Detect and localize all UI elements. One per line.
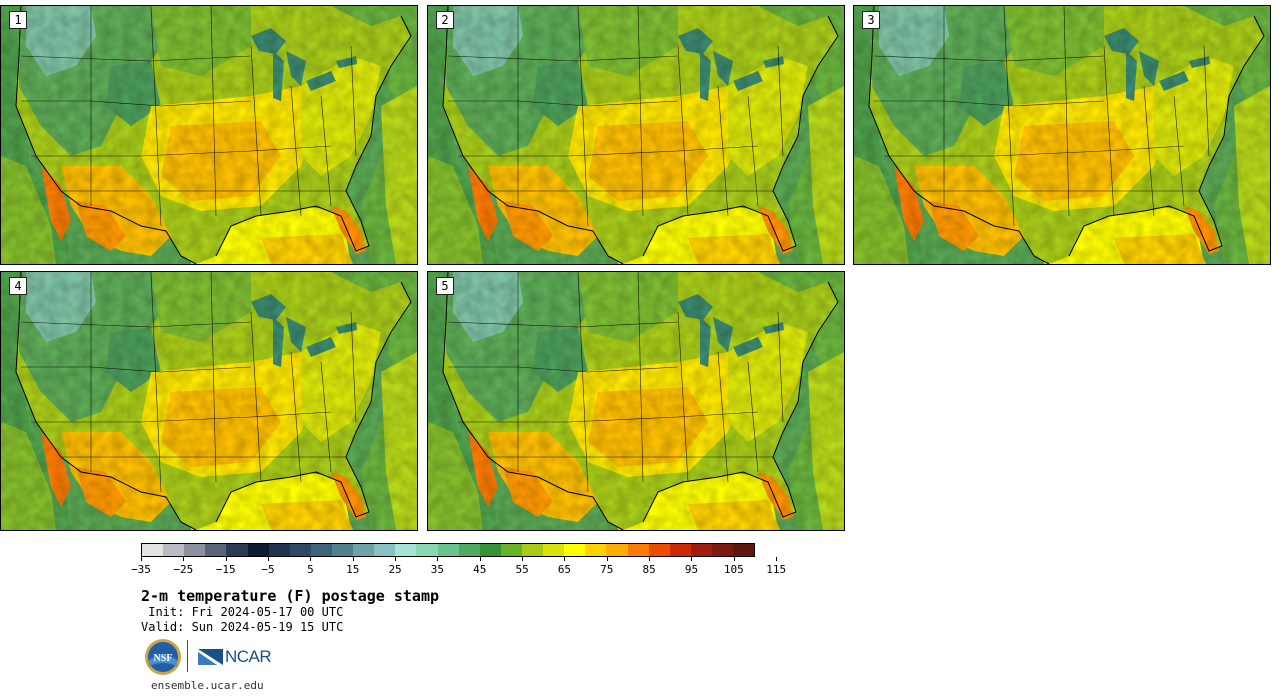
colorbar-tick-label: 95 [684,563,699,576]
colorbar-swatch [142,544,164,556]
temperature-map [854,6,1270,264]
colorbar-tick-label: 65 [557,563,572,576]
colorbar-tick-label: 5 [307,563,314,576]
temperature-colorbar [141,543,755,557]
colorbar-swatch [310,544,332,556]
colorbar-tick [183,557,185,561]
colorbar-swatch [648,544,670,556]
temperature-map [428,272,844,530]
colorbar-swatch [690,544,712,556]
colorbar-tick-label: 75 [600,563,614,576]
colorbar-swatch [416,544,438,556]
colorbar-swatch [627,544,649,556]
colorbar-swatch [226,544,248,556]
colorbar-tick [141,557,142,561]
ensemble-member-map-4: 4 [0,271,418,531]
colorbar-swatch [395,544,417,556]
colorbar-tick-label: 85 [642,563,656,576]
colorbar-tick [225,557,227,561]
colorbar-tick-label: 45 [473,563,487,576]
colorbar-ticks: −35 −25 −15 −5 5 15 25 35 45 55 65 75 85 95 105 115 [131,557,786,579]
colorbar-tick [776,557,778,561]
colorbar-swatch [669,544,691,556]
colorbar-tick [649,557,651,561]
colorbar-swatch [521,544,544,556]
colorbar-tick [564,557,566,561]
temperature-map [1,6,417,264]
member-label: 4 [9,277,27,295]
colorbar-tick-label: 15 [346,563,360,576]
colorbar-swatch [374,544,396,556]
figure-title: 2-m temperature (F) postage stamp [141,587,440,605]
colorbar-tick [437,557,439,561]
colorbar-tick-label: −25 [173,563,194,576]
colorbar-swatch [543,544,565,556]
colorbar-swatch [268,544,290,556]
colorbar-tick-label: −15 [215,563,236,576]
colorbar-swatch [585,544,607,556]
colorbar-swatch [163,544,185,556]
colorbar-tick [733,557,735,561]
colorbar-swatch [500,544,522,556]
colorbar-tick-label: 35 [430,563,445,576]
colorbar-swatch [205,544,227,556]
colorbar-tick-label: −5 [261,563,275,576]
colorbar-swatch [733,544,755,556]
colorbar-tick [522,557,524,561]
ncar-logo-text: NCAR [225,647,272,666]
member-label: 3 [862,11,880,29]
colorbar-swatch [606,544,628,556]
member-label: 2 [436,11,454,29]
colorbar-swatch [437,544,459,556]
colorbar-swatch [331,544,354,556]
colorbar-swatch [289,544,311,556]
colorbar-swatch [564,544,586,556]
colorbar-tick [606,557,608,561]
colorbar-tick-label: 25 [388,563,402,576]
nsf-logo-text: NSF [154,653,173,664]
colorbar-swatch [479,544,501,556]
colorbar-tick [479,557,481,561]
ensemble-member-map-1: 1 [0,5,418,265]
colorbar-tick [395,557,397,561]
colorbar-tick [268,557,270,561]
colorbar-swatch [711,544,734,556]
ensemble-member-map-2: 2 [427,5,845,265]
colorbar-swatch [247,544,269,556]
colorbar-tick-label: 115 [766,563,787,576]
temperature-map [428,6,844,264]
nsf-logo: NSF [145,639,181,675]
member-label: 5 [436,277,454,295]
site-url: ensemble.ucar.edu [151,679,264,692]
colorbar-tick [352,557,354,561]
colorbar-swatch [458,544,480,556]
colorbar-tick [310,557,312,561]
colorbar-swatch [353,544,375,556]
colorbar-swatch [184,544,206,556]
colorbar-tick [691,557,693,561]
colorbar-tick-label: 55 [515,563,529,576]
colorbar-tick-label: −35 [131,563,151,576]
ensemble-member-map-3: 3 [853,5,1271,265]
ensemble-member-map-5: 5 [427,271,845,531]
colorbar-tick-label: 105 [723,563,744,576]
init-time: Init: Fri 2024-05-17 00 UTC [141,605,344,619]
logo-divider [187,640,188,672]
ncar-logo [198,649,223,665]
valid-time: Valid: Sun 2024-05-19 15 UTC [141,620,344,634]
member-label: 1 [9,11,27,29]
temperature-map [1,272,417,530]
